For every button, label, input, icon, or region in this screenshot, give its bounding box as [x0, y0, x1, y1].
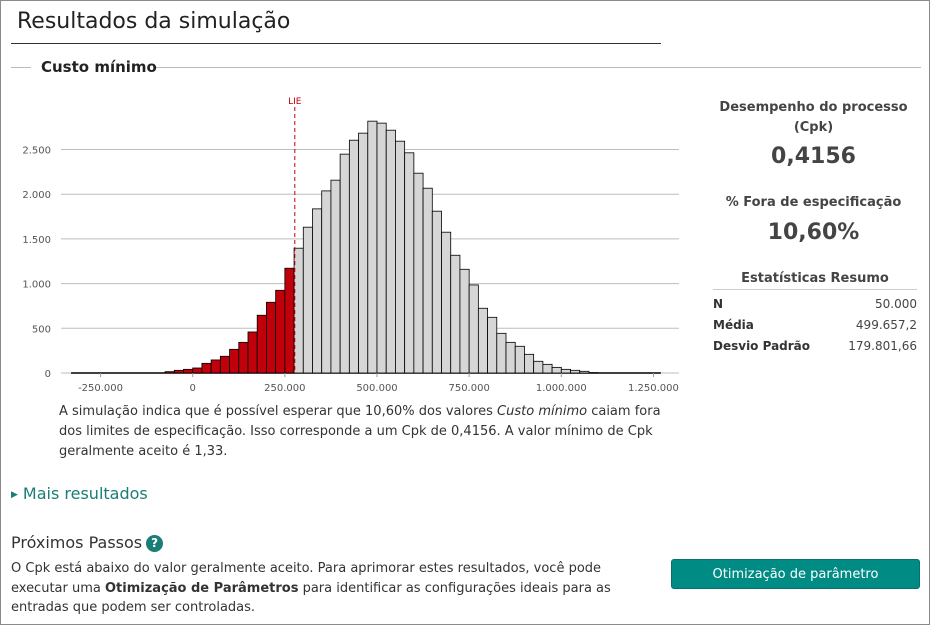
- help-icon[interactable]: ?: [146, 535, 164, 552]
- section-title: Custo mínimo: [41, 58, 157, 76]
- cpk-value: 0,4156: [771, 144, 856, 169]
- histogram-bar: [422, 187, 433, 374]
- histogram-bar: [570, 369, 581, 374]
- histogram-bar: [367, 120, 378, 374]
- spec-limit-label: LIE: [288, 97, 302, 107]
- histogram-bar: [533, 360, 544, 374]
- histogram-bar: [275, 289, 286, 374]
- histogram-bar: [505, 341, 516, 374]
- histogram-bar: [238, 341, 249, 374]
- histogram-bar: [459, 268, 470, 374]
- y-tick-label: 2.000: [22, 190, 51, 201]
- histogram-bar: [201, 362, 212, 374]
- histogram-bar: [395, 140, 406, 374]
- histogram-bar: [560, 368, 571, 374]
- histogram-bar: [468, 284, 479, 374]
- histogram-bar: [542, 363, 553, 374]
- histogram-bar: [450, 254, 461, 374]
- x-tick-label: -250.000: [78, 383, 123, 394]
- histogram-bar: [358, 132, 369, 374]
- summary-text: A simulação indica que é possível espera…: [59, 402, 679, 462]
- histogram-bar: [247, 331, 258, 374]
- histogram-chart: 0 500 1.000 1.500 2.000 2.500 -250.000 0 250.000…: [22, 97, 679, 394]
- stat-value: 499.657,2: [855, 318, 917, 332]
- histogram-bar: [173, 369, 184, 374]
- histogram-bar: [413, 172, 424, 374]
- x-tick-label: 500.000: [356, 383, 397, 394]
- stat-label: N: [713, 297, 724, 311]
- histogram-bar: [496, 332, 507, 374]
- histogram-bar: [284, 267, 295, 374]
- title-divider: [11, 43, 661, 44]
- x-tick-label: 1.000.000: [536, 383, 587, 394]
- histogram-bar: [312, 208, 323, 374]
- histogram-bar: [348, 139, 359, 374]
- x-tick-label: 750.000: [448, 383, 489, 394]
- x-tick-label: 0: [190, 383, 196, 394]
- y-tick-label: 1.500: [22, 235, 51, 246]
- histogram-bar: [579, 370, 590, 374]
- summary-part: A simulação indica que é possível espera…: [59, 404, 498, 419]
- section-divider: [11, 67, 31, 68]
- next-steps-label: Próximos Passos: [11, 533, 143, 552]
- histogram-bar: [192, 367, 203, 374]
- y-tick-label: 1.000: [22, 280, 51, 291]
- histogram-bar: [431, 210, 442, 374]
- histogram-bar: [477, 307, 488, 374]
- stat-label: Desvio Padrão: [713, 339, 811, 353]
- histogram-bar: [339, 153, 350, 374]
- y-tick-label: 2.500: [22, 146, 51, 157]
- more-results-label: Mais resultados: [22, 484, 148, 503]
- histogram-bar: [441, 231, 452, 374]
- x-tick-label: 250.000: [264, 383, 305, 394]
- histogram-bar: [210, 359, 221, 374]
- parameter-optimization-button[interactable]: Otimização de parâmetro: [671, 559, 920, 589]
- histogram-bar: [219, 355, 230, 374]
- histogram-bar: [551, 366, 562, 374]
- histogram-bar: [183, 368, 194, 374]
- caret-right-icon: ▶: [11, 490, 18, 500]
- histogram-bar: [404, 152, 415, 374]
- stat-value: 179.801,66: [848, 339, 917, 353]
- stats-row-mean: Média 499.657,2: [713, 315, 917, 336]
- next-steps-title: Próximos Passos?: [11, 533, 164, 552]
- next-steps-bold: Otimização de Parâmetros: [105, 580, 299, 596]
- histogram-bar: [302, 226, 313, 374]
- cpk-label: Desempenho do processo (Cpk): [719, 100, 908, 135]
- histogram-bar: [256, 314, 267, 374]
- histogram-bar: [229, 348, 240, 374]
- next-steps-text: O Cpk está abaixo do valor geralmente ac…: [11, 559, 661, 618]
- next-steps-part: O Cpk está abaixo do valor geralmente ac…: [11, 561, 602, 596]
- y-tick-label: 0: [45, 369, 51, 380]
- histogram-bar: [293, 247, 304, 374]
- histogram-bar: [321, 190, 332, 374]
- more-results-toggle[interactable]: ▶ Mais resultados: [11, 484, 148, 503]
- summary-variable: Custo mínimo: [497, 404, 588, 419]
- stat-label: Média: [713, 318, 754, 332]
- oos-label: % Fora de especificação: [725, 195, 902, 210]
- histogram-bar: [164, 371, 175, 374]
- stats-row-stddev: Desvio Padrão 179.801,66: [713, 336, 917, 357]
- x-tick-label: 1.250.000: [628, 383, 679, 394]
- histogram-bar: [330, 179, 341, 374]
- histogram-bar: [376, 122, 387, 374]
- histogram-bar: [266, 301, 277, 374]
- summary-part: caiam fora dos limites de especificação.…: [59, 404, 661, 459]
- stats-row-n: N 50.000: [713, 294, 917, 315]
- oos-value: 10,60%: [767, 220, 860, 245]
- histogram-bar: [514, 345, 525, 374]
- stats-title: Estatísticas Resumo: [713, 271, 917, 290]
- histogram-bar: [524, 353, 535, 374]
- section-divider: [153, 67, 921, 68]
- y-tick-label: 500: [32, 324, 51, 335]
- histogram-bar: [487, 316, 498, 374]
- stat-value: 50.000: [875, 297, 917, 311]
- next-steps-part: para identificar as configurações ideais…: [11, 580, 611, 616]
- summary-statistics: Estatísticas Resumo N 50.000 Média 499.657…: [713, 271, 917, 357]
- page-title: Resultados da simulação: [17, 9, 291, 34]
- histogram-bar: [385, 129, 396, 374]
